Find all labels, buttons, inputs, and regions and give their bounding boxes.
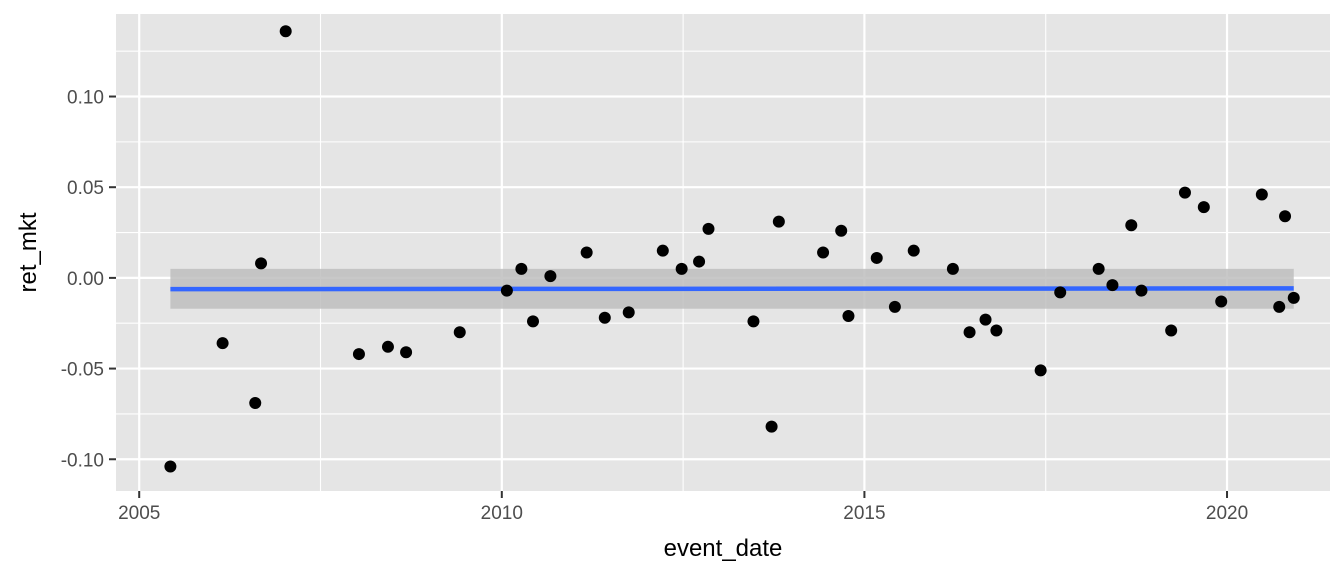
data-point <box>675 262 688 275</box>
data-point <box>979 313 992 326</box>
data-point <box>1092 262 1105 275</box>
data-point <box>1165 324 1178 337</box>
minor-gridlines <box>116 14 1330 491</box>
data-point <box>1178 186 1191 199</box>
data-point <box>907 244 920 257</box>
data-point <box>598 311 611 324</box>
data-point <box>279 25 292 38</box>
data-point <box>500 284 513 297</box>
data-point <box>622 306 635 319</box>
y-tick-label: -0.10 <box>61 450 104 471</box>
x-tick-label: 2005 <box>118 503 160 524</box>
plot-panel <box>116 14 1330 491</box>
data-point <box>255 257 268 270</box>
data-point <box>515 262 528 275</box>
data-points <box>164 25 1300 473</box>
data-point <box>765 420 778 433</box>
x-tick-label: 2020 <box>1206 503 1248 524</box>
fit-line <box>170 286 1294 292</box>
data-point <box>870 251 883 264</box>
data-point <box>1135 284 1148 297</box>
data-point <box>946 262 959 275</box>
data-point <box>835 224 848 237</box>
data-point <box>1255 188 1268 201</box>
data-point <box>381 340 394 353</box>
data-point <box>702 222 715 235</box>
data-point <box>747 315 760 328</box>
data-point <box>580 246 593 259</box>
data-point <box>1279 210 1292 223</box>
x-tick-label: 2010 <box>481 503 523 524</box>
data-point <box>453 326 466 339</box>
data-point <box>1106 279 1119 292</box>
data-point <box>772 215 785 228</box>
y-tick-label: -0.05 <box>61 360 104 381</box>
data-point <box>216 337 229 350</box>
x-tick-label: 2015 <box>843 503 885 524</box>
data-point <box>164 460 177 473</box>
data-point <box>1273 300 1286 313</box>
data-point <box>1034 364 1047 377</box>
data-point <box>352 348 365 361</box>
data-point <box>1054 286 1067 299</box>
data-point <box>990 324 1003 337</box>
data-point <box>1125 219 1138 232</box>
y-tick-label: 0.05 <box>67 178 104 199</box>
data-point <box>693 255 706 268</box>
y-axis-title: ret_mkt <box>15 212 42 292</box>
data-point <box>526 315 539 328</box>
data-point <box>544 270 557 283</box>
data-point <box>1287 291 1300 304</box>
data-point <box>1215 295 1228 308</box>
data-point <box>1197 201 1210 214</box>
data-point <box>817 246 830 259</box>
data-point <box>888 300 901 313</box>
data-point <box>842 309 855 322</box>
y-axis: -0.10 -0.05 0.00 0.05 0.10 <box>61 88 116 471</box>
x-axis-title: event_date <box>664 535 783 562</box>
x-axis: 2005 2010 2015 2020 <box>118 491 1248 524</box>
y-tick-label: 0.00 <box>67 269 104 290</box>
data-point <box>249 397 262 410</box>
y-tick-label: 0.10 <box>67 88 104 109</box>
data-point <box>963 326 976 339</box>
data-point <box>656 244 669 257</box>
data-point <box>400 346 413 359</box>
